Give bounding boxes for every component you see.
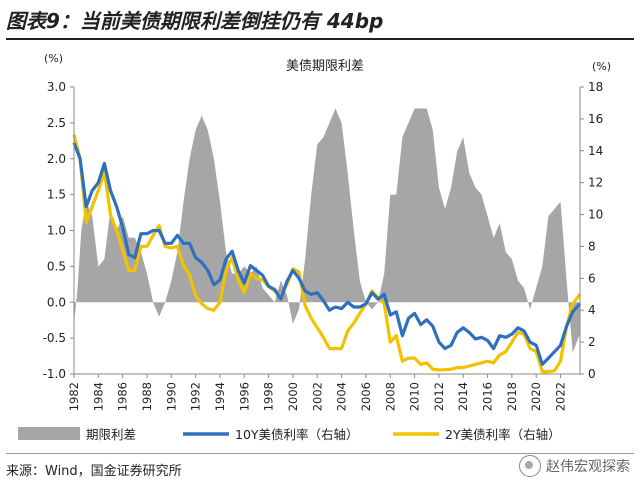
x-tick-label: 1988 xyxy=(140,382,154,411)
x-tick-label: 1982 xyxy=(67,382,81,411)
left-tick-label: 2.5 xyxy=(47,116,66,130)
x-tick-label: 2022 xyxy=(554,382,568,411)
right-tick-label: 6 xyxy=(588,271,596,285)
x-tick-label: 2004 xyxy=(335,382,349,411)
right-tick-label: 16 xyxy=(588,112,603,126)
right-tick-label: 8 xyxy=(588,239,596,253)
spread-area xyxy=(74,108,580,353)
left-tick-label: 2.0 xyxy=(47,152,66,166)
left-tick-label: -1.0 xyxy=(43,367,66,381)
x-tick-label: 2006 xyxy=(359,382,373,411)
left-tick-label: -0.5 xyxy=(43,331,66,345)
left-tick-label: 3.0 xyxy=(47,80,66,94)
wechat-logo-icon xyxy=(519,455,541,477)
right-tick-label: 14 xyxy=(588,144,603,158)
legend: 期限利差 10Y美债利率（右轴） 2Y美债利率（右轴） xyxy=(18,427,561,442)
x-tick-label: 1986 xyxy=(116,382,130,411)
spread-area-layer xyxy=(74,108,580,353)
right-axis-unit: (%) xyxy=(592,60,611,73)
source-note: 来源：Wind，国金证券研究所 xyxy=(6,464,182,479)
left-tick-label: 0.0 xyxy=(47,295,66,309)
right-tick-label: 4 xyxy=(588,303,596,317)
right-tick-label: 0 xyxy=(588,367,596,381)
x-tick-label: 1984 xyxy=(91,382,105,411)
x-tick-label: 2010 xyxy=(408,382,422,411)
legend-two-year-label: 2Y美债利率（右轴） xyxy=(445,427,561,442)
left-tick-label: 1.5 xyxy=(47,188,66,202)
watermark: 赵伟宏观探索 xyxy=(519,455,630,477)
watermark-text: 赵伟宏观探索 xyxy=(546,459,630,475)
x-tick-label: 1994 xyxy=(213,382,227,411)
legend-spread-label: 期限利差 xyxy=(86,427,136,442)
x-tick-label: 2002 xyxy=(310,382,324,411)
x-tick-label: 1992 xyxy=(189,382,203,411)
chart-title: 美债期限利差 xyxy=(286,59,364,74)
x-tick-label: 1998 xyxy=(262,382,276,411)
x-tick-label: 2016 xyxy=(481,382,495,411)
footer-divider xyxy=(6,453,634,454)
x-tick-label: 2012 xyxy=(432,382,446,411)
axes-layer: 3.0 2.5 2.0 1.5 1.0 0.5 0.0 -0.5 -1.0 18 16 14 12 10 8… xyxy=(43,80,604,411)
right-tick-label: 2 xyxy=(588,335,596,349)
ten-year-yield-line xyxy=(72,142,582,366)
rate-lines-layer xyxy=(72,134,582,374)
left-tick-label: 0.5 xyxy=(47,259,66,273)
x-tick-label: 2008 xyxy=(383,382,397,411)
x-tick-label: 2020 xyxy=(529,382,543,411)
left-axis-unit: (%) xyxy=(44,52,63,65)
right-tick-label: 10 xyxy=(588,208,603,222)
x-tick-label: 2018 xyxy=(505,382,519,411)
figure-title: 图表9：当前美债期限利差倒挂仍有 44bp xyxy=(6,6,634,40)
left-tick-label: 1.0 xyxy=(47,224,66,238)
legend-ten-year-label: 10Y美债利率（右轴） xyxy=(235,427,359,442)
right-tick-label: 12 xyxy=(588,176,603,190)
two-year-yield-line xyxy=(72,134,582,374)
legend-spread-swatch xyxy=(18,427,80,440)
x-tick-label: 1996 xyxy=(237,382,251,411)
x-tick-label: 1990 xyxy=(164,382,178,411)
x-tick-label: 2014 xyxy=(456,382,470,411)
x-tick-label: 2000 xyxy=(286,382,300,411)
right-tick-label: 18 xyxy=(588,80,603,94)
chart-svg: 美债期限利差 (%) (%) 3.0 2.5 2.0 1.5 1.0 0.5 0.0 -0.5… xyxy=(18,52,611,442)
